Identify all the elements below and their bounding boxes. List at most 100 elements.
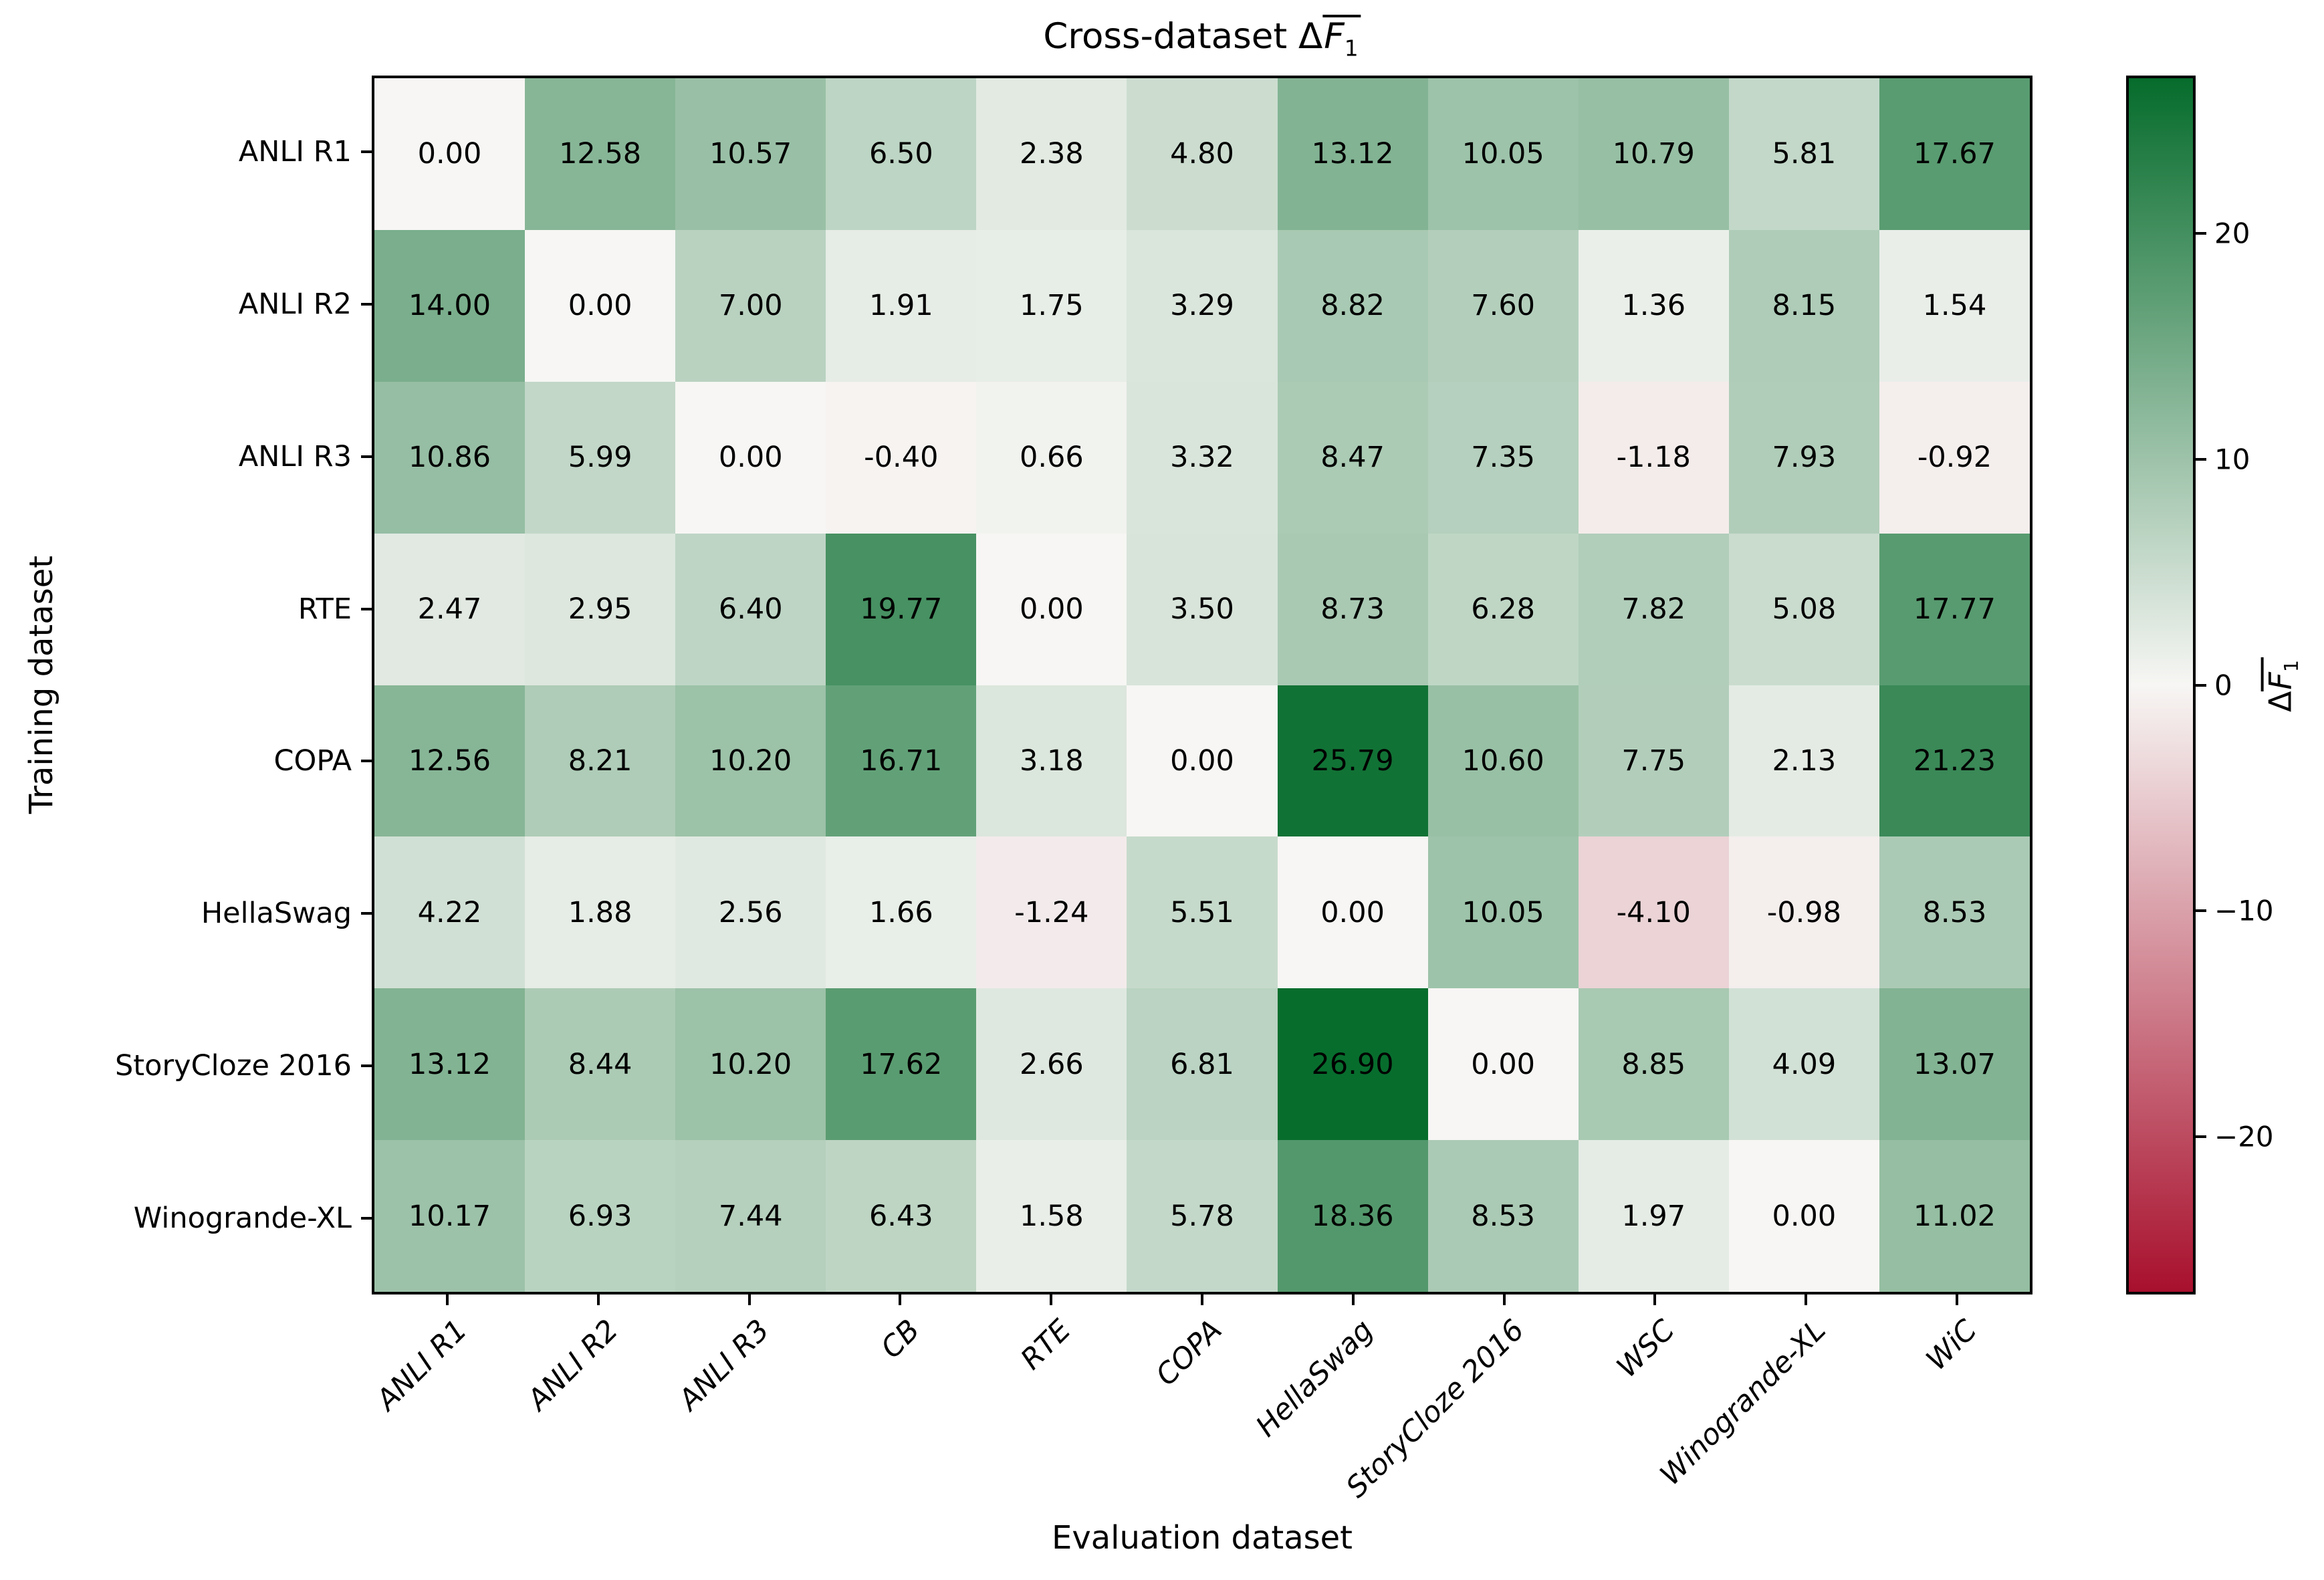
heatmap-cell: 10.20 <box>675 685 826 837</box>
heatmap-cell: 11.02 <box>1879 1140 2030 1292</box>
heatmap-cell: 4.09 <box>1728 988 1879 1141</box>
heatmap-cell: 10.79 <box>1578 78 1729 230</box>
y-tick-mark <box>361 150 372 153</box>
heatmap-cell: 6.28 <box>1427 533 1579 685</box>
heatmap-cell: 1.54 <box>1879 229 2030 382</box>
colorbar <box>2126 76 2196 1294</box>
y-tick-mark <box>361 760 372 763</box>
heatmap-cell: 26.90 <box>1277 988 1428 1141</box>
heatmap-cell: 17.77 <box>1879 533 2030 685</box>
x-tick-mark <box>747 1294 751 1305</box>
heatmap-cell: 0.00 <box>675 381 826 534</box>
colorbar-tick-label: −10 <box>2214 894 2274 927</box>
heatmap-cell: 7.44 <box>675 1140 826 1292</box>
heatmap-cell: 8.53 <box>1427 1140 1579 1292</box>
y-tick-mark <box>361 1217 372 1220</box>
heatmap-cell: 19.77 <box>826 533 977 685</box>
heatmap-cell: 7.00 <box>675 229 826 382</box>
heatmap-cell: 10.86 <box>374 381 526 534</box>
heatmap-cell: 8.82 <box>1277 229 1428 382</box>
y-tick-mark <box>361 1064 372 1068</box>
heatmap-cell: 2.66 <box>976 988 1127 1141</box>
x-tick-mark <box>1653 1294 1657 1305</box>
colorbar-tick-mark <box>2196 909 2206 913</box>
heatmap-cell: 8.21 <box>525 685 676 837</box>
delta-symbol: Δ <box>2262 691 2299 713</box>
heatmap-cell: 17.67 <box>1879 78 2030 230</box>
heatmap-cell: 0.00 <box>1728 1140 1879 1292</box>
col-label: ANLI R1 <box>370 1313 474 1418</box>
heatmap-cell: -0.40 <box>826 381 977 534</box>
heatmap-grid: 0.00 12.58 10.57 6.50 2.38 4.80 13.12 10.05 10.7… <box>372 76 2032 1294</box>
heatmap-cell: 5.99 <box>525 381 676 534</box>
heatmap-cell: 6.50 <box>826 78 977 230</box>
heatmap-cell: 2.13 <box>1728 685 1879 837</box>
f1-overline: F1 <box>2260 657 2303 691</box>
heatmap-cell: 2.56 <box>675 836 826 989</box>
heatmap-cell: 8.53 <box>1879 836 2030 989</box>
heatmap-cell: 5.81 <box>1728 78 1879 230</box>
colorbar-tick-mark <box>2196 1135 2206 1138</box>
heatmap-cell: 7.93 <box>1728 381 1879 534</box>
col-label: ANLI R2 <box>521 1313 625 1418</box>
heatmap-cell: 1.66 <box>826 836 977 989</box>
heatmap-cell: 0.00 <box>976 533 1127 685</box>
heatmap-cell: 10.20 <box>675 988 826 1141</box>
row-label: ANLI R3 <box>238 439 352 473</box>
col-label: HellaSwag <box>1249 1313 1380 1444</box>
colorbar-tick-mark <box>2196 683 2206 687</box>
chart-title: Cross-dataset ΔF1 <box>1043 15 1361 60</box>
heatmap-cell: 2.95 <box>525 533 676 685</box>
heatmap-cell: 14.00 <box>374 229 526 382</box>
heatmap-cell: 2.47 <box>374 533 526 685</box>
f1-overline: F1 <box>1322 15 1361 60</box>
col-label: COPA <box>1149 1313 1229 1393</box>
heatmap-cell: 5.08 <box>1728 533 1879 685</box>
colorbar-tick-label: 0 <box>2214 669 2232 701</box>
heatmap-cell: -1.18 <box>1578 381 1729 534</box>
heatmap-cell: 0.00 <box>1427 988 1579 1141</box>
y-tick-mark <box>361 607 372 610</box>
colorbar-tick-label: 20 <box>2214 217 2250 250</box>
heatmap-cell: -0.98 <box>1728 836 1879 989</box>
heatmap-cell: 6.81 <box>1127 988 1278 1141</box>
heatmap-cell: 3.32 <box>1127 381 1278 534</box>
heatmap-cell: 4.80 <box>1127 78 1278 230</box>
heatmap-cell: 13.12 <box>1277 78 1428 230</box>
row-label: Winogrande-XL <box>133 1202 352 1236</box>
x-tick-mark <box>1502 1294 1506 1305</box>
heatmap-cell: 10.17 <box>374 1140 526 1292</box>
heatmap-cell: 6.43 <box>826 1140 977 1292</box>
heatmap-cell: -0.92 <box>1879 381 2030 534</box>
x-tick-mark <box>1050 1294 1053 1305</box>
heatmap-cell: 1.88 <box>525 836 676 989</box>
heatmap-cell: 0.00 <box>374 78 526 230</box>
col-label: CB <box>875 1313 927 1365</box>
heatmap-cell: 12.56 <box>374 685 526 837</box>
heatmap-cell: 8.73 <box>1277 533 1428 685</box>
heatmap-cell: 1.36 <box>1578 229 1729 382</box>
heatmap-cell: 17.62 <box>826 988 977 1141</box>
heatmap-cell: -4.10 <box>1578 836 1729 989</box>
heatmap-cell: 4.22 <box>374 836 526 989</box>
x-tick-mark <box>596 1294 600 1305</box>
heatmap-cell: 5.51 <box>1127 836 1278 989</box>
heatmap-cell: 3.18 <box>976 685 1127 837</box>
x-tick-mark <box>1805 1294 1808 1305</box>
heatmap-cell: 5.78 <box>1127 1140 1278 1292</box>
colorbar-label: ΔF1 <box>2260 657 2303 713</box>
heatmap-cell: 13.07 <box>1879 988 2030 1141</box>
row-label: ANLI R1 <box>238 134 352 168</box>
heatmap-cell: 25.79 <box>1277 685 1428 837</box>
col-label: WSC <box>1611 1313 1682 1385</box>
row-label: HellaSwag <box>201 897 352 931</box>
x-tick-mark <box>1351 1294 1355 1305</box>
heatmap-cell: 7.75 <box>1578 685 1729 837</box>
colorbar-tick-mark <box>2196 232 2206 235</box>
heatmap-cell: 3.50 <box>1127 533 1278 685</box>
col-label: ANLI R3 <box>672 1313 776 1418</box>
heatmap-cell: 18.36 <box>1277 1140 1428 1292</box>
heatmap-cell: 8.15 <box>1728 229 1879 382</box>
col-label: RTE <box>1014 1313 1078 1377</box>
heatmap-cell: 6.93 <box>525 1140 676 1292</box>
